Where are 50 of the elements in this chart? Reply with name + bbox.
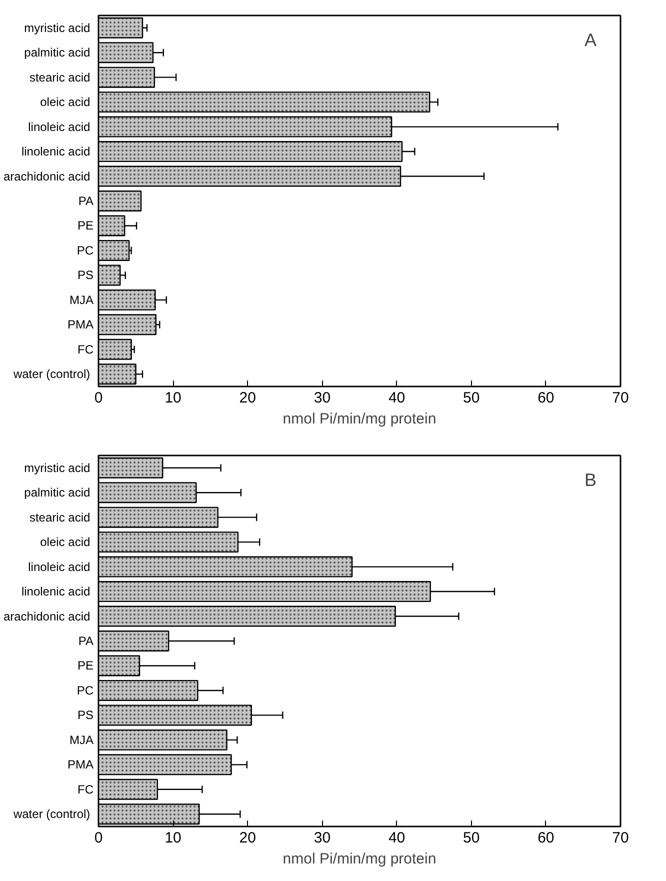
y-tick-label: PA: [78, 634, 94, 648]
x-tick-label: 20: [239, 390, 256, 406]
y-tick-label: oleic acid: [40, 535, 90, 550]
x-tick-label: 60: [538, 390, 554, 406]
y-tick-label: oleic acid: [40, 95, 90, 110]
x-tick-label: 60: [538, 830, 554, 846]
y-tick-label: PC: [76, 683, 94, 698]
y-tick-label: PS: [77, 708, 94, 722]
y-tick-label: linolenic acid: [21, 144, 90, 159]
y-tick-label: palmitic acid: [24, 486, 90, 500]
y-tick-label: linoleic acid: [28, 560, 90, 574]
x-tick-label: 50: [463, 830, 480, 846]
y-tick-label: water (control): [12, 807, 90, 822]
y-tick-label: FC: [78, 342, 94, 356]
x-tick-label: 20: [239, 830, 256, 846]
y-tick-label: palmitic acid: [24, 46, 90, 60]
annotation: A: [584, 30, 597, 50]
x-tick-label: 70: [612, 830, 629, 846]
y-tick-label: linolenic acid: [21, 584, 90, 599]
y-tick-label: PC: [76, 243, 94, 258]
x-tick-label: 0: [94, 390, 103, 406]
y-tick-label: FC: [78, 782, 94, 796]
x-tick-label: 70: [612, 390, 629, 406]
y-tick-label: stearic acid: [29, 510, 90, 524]
y-tick-label: water (control): [12, 367, 90, 382]
y-tick-label: PA: [78, 194, 94, 208]
y-tick-label: PS: [77, 268, 94, 282]
x-tick-label: 40: [388, 390, 406, 406]
y-tick-label: arachidonic acid: [3, 609, 90, 624]
y-tick-label: arachidonic acid: [3, 169, 90, 184]
y-tick-label: MJA: [70, 292, 94, 307]
y-tick-label: myristic acid: [24, 460, 90, 475]
y-tick-label: PMA: [67, 758, 94, 772]
y-tick-label: MJA: [70, 732, 94, 747]
x-tick-label: 10: [164, 390, 182, 406]
x-axis-title: nmol Pi/min/mg protein: [282, 410, 436, 428]
x-axis-title: nmol Pi/min/mg protein: [282, 850, 436, 868]
y-tick-label: linoleic acid: [28, 120, 90, 134]
y-tick-label: myristic acid: [24, 20, 90, 35]
x-tick-label: 40: [388, 830, 406, 846]
x-tick-label: 50: [463, 390, 480, 406]
x-tick-label: 10: [164, 830, 182, 846]
x-tick-label: 0: [94, 830, 103, 846]
y-tick-label: stearic acid: [29, 70, 90, 84]
y-tick-label: PE: [77, 658, 94, 673]
y-tick-label: PE: [77, 218, 94, 233]
y-tick-label: PMA: [67, 318, 94, 332]
x-tick-label: 30: [314, 390, 331, 406]
x-tick-label: 30: [314, 830, 331, 846]
annotation: B: [584, 470, 597, 490]
